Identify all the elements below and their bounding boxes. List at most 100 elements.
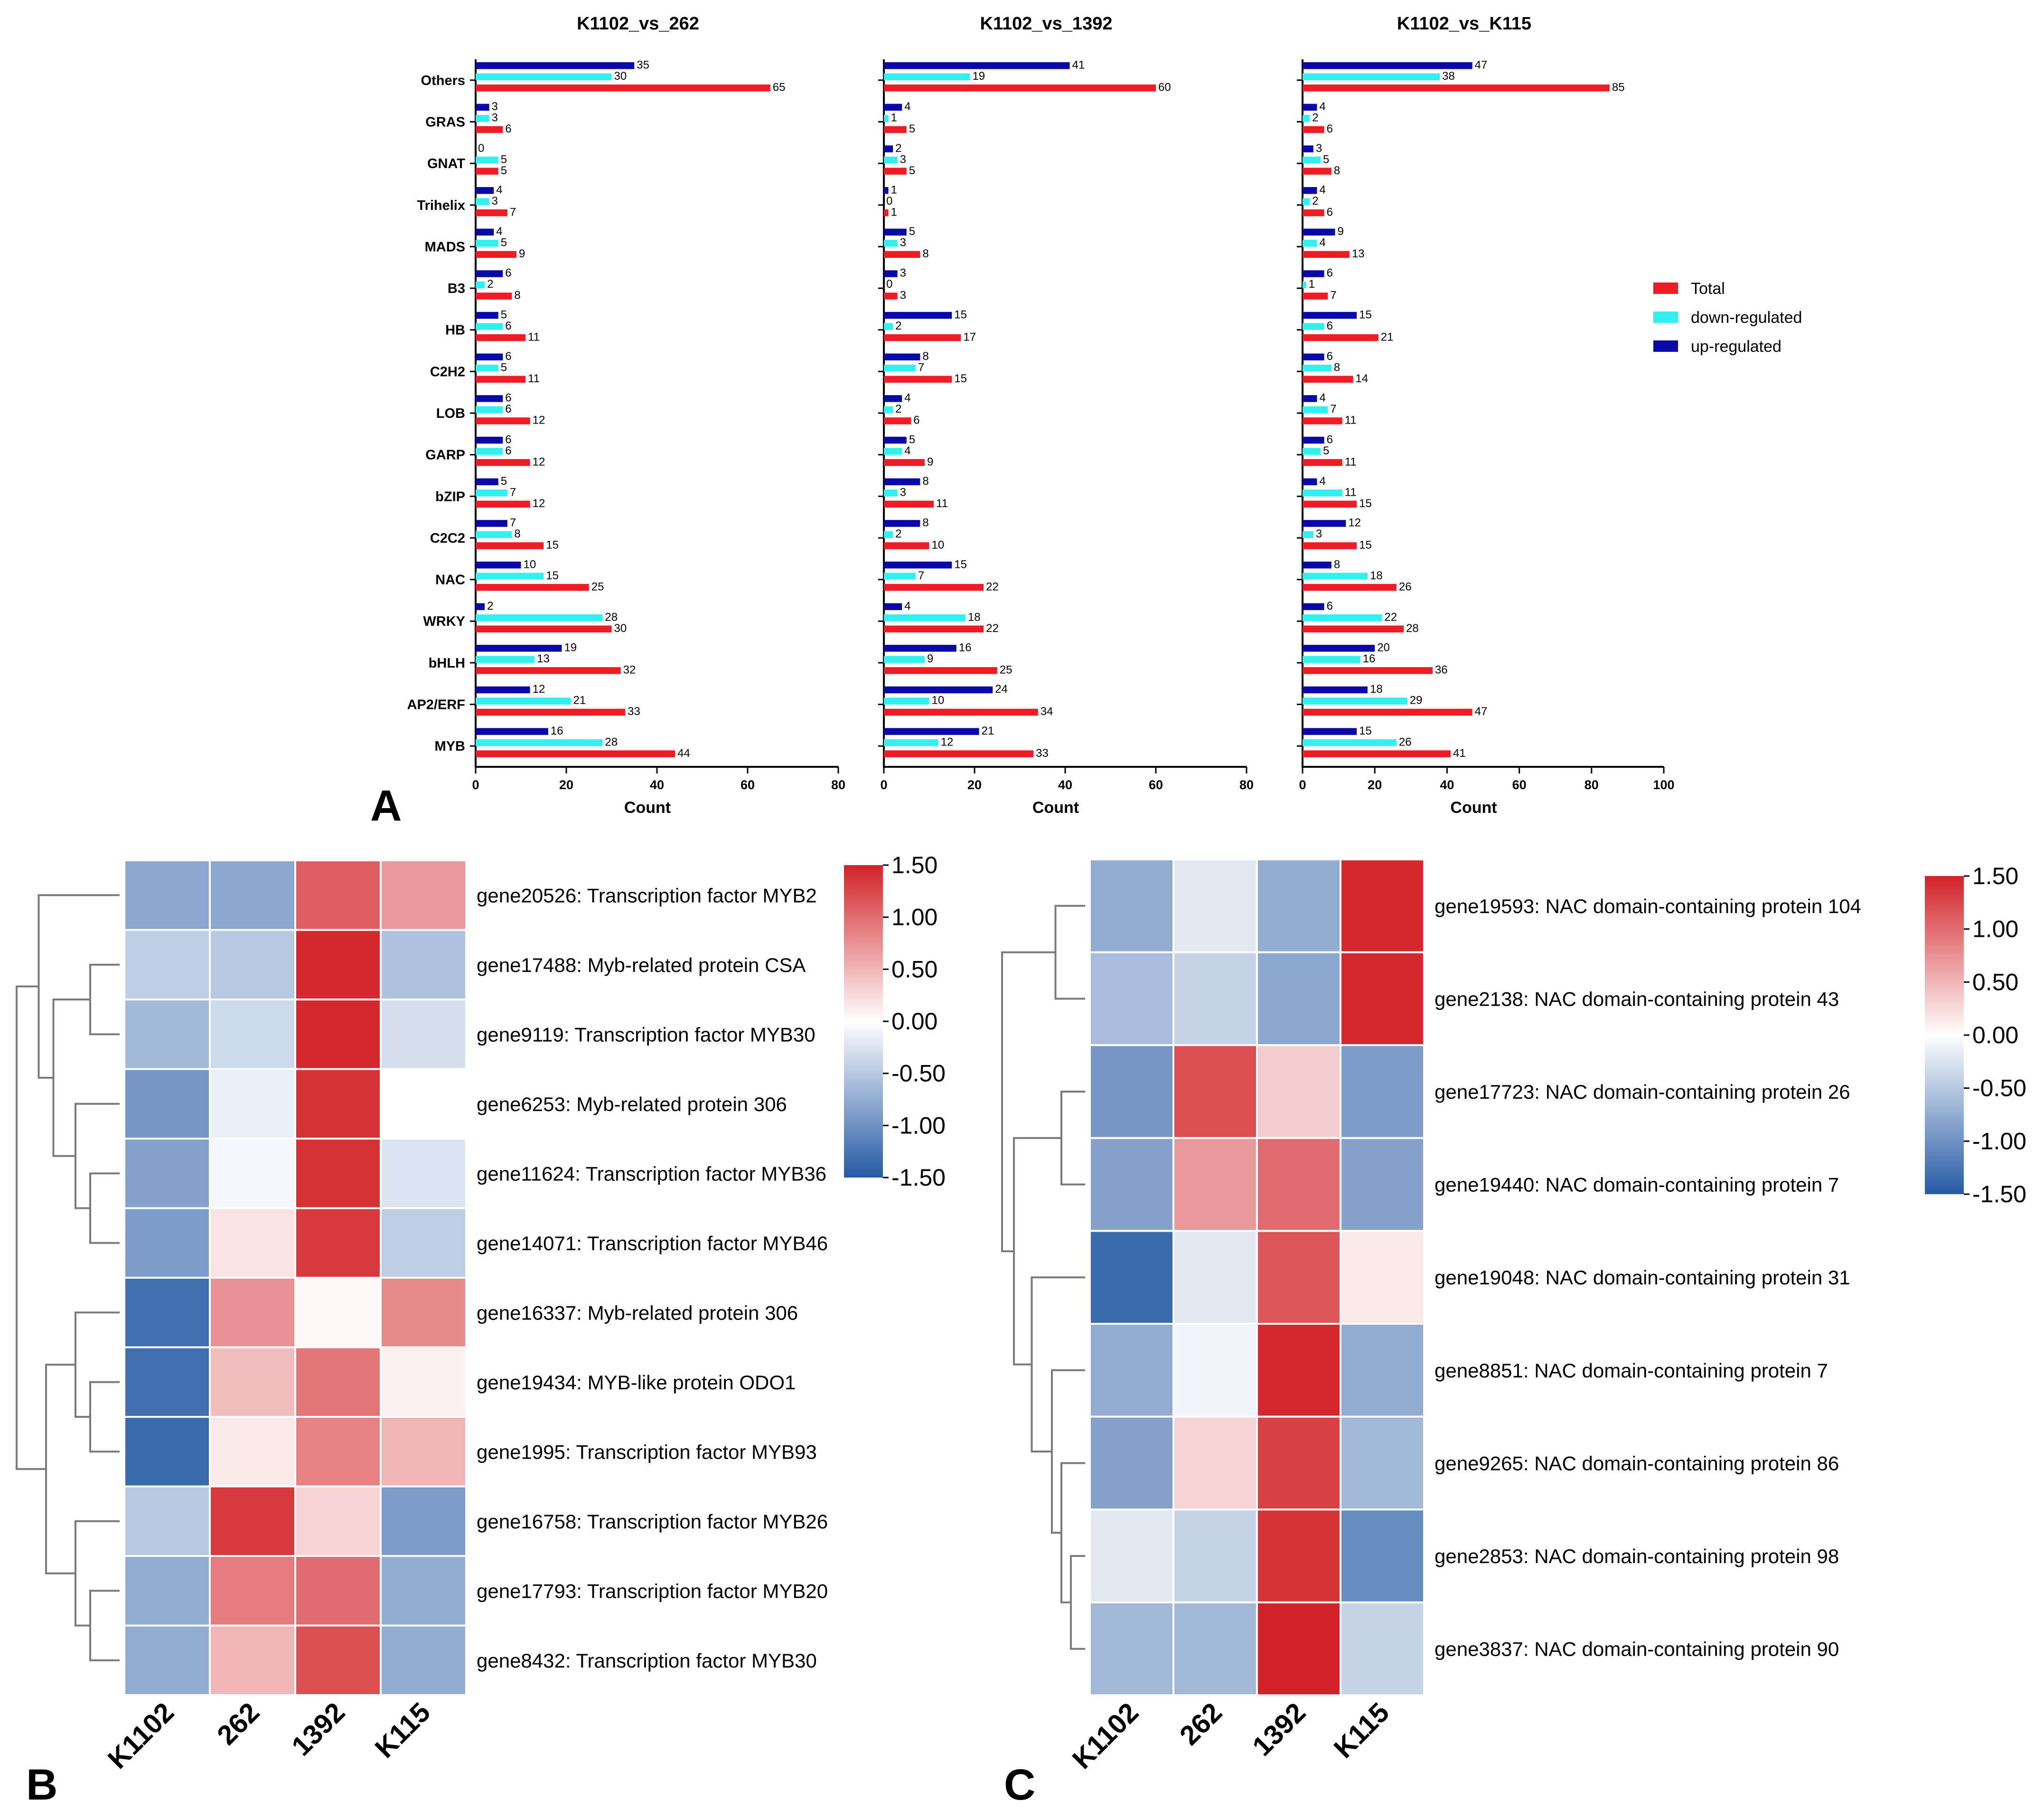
heatmap-cell	[209, 999, 296, 1070]
bar-value-label: 21	[982, 725, 994, 737]
bar-value-label: 85	[1612, 81, 1625, 94]
heatmap-cell	[1256, 1323, 1341, 1418]
bar-value-label: 1	[891, 112, 897, 124]
bar-up-regulated-hb	[476, 311, 498, 319]
bar-value-label: 33	[628, 705, 640, 718]
bar-value-label: 44	[677, 747, 690, 760]
bar-up-regulated-others	[1303, 62, 1472, 69]
bar-up-regulated-hb	[1303, 311, 1357, 319]
heatmap-cell	[380, 859, 467, 931]
heatmap-cell	[1256, 858, 1341, 953]
bar-down-regulated-lob	[1303, 406, 1328, 414]
bar-down-regulated-ap2-erf	[476, 698, 571, 705]
heatmap-cell	[1256, 1415, 1341, 1511]
heatmap-cell	[123, 999, 211, 1070]
bar-up-regulated-b3	[476, 270, 503, 277]
bar-value-label: 26	[1399, 580, 1412, 593]
chart-title: K1102_vs_K115	[1397, 14, 1531, 34]
bar-up-regulated-c2c2	[1303, 520, 1346, 527]
heatmap-cell	[1340, 1508, 1425, 1603]
row-label: gene2853: NAC domain-containing protein …	[1435, 1545, 1839, 1567]
category-label-c2h2: C2H2	[430, 364, 465, 379]
bar-value-label: 3	[492, 112, 498, 124]
bar-value-label: 9	[927, 455, 933, 468]
dendrogram-branch	[1060, 1462, 1085, 1603]
bar-up-regulated-gnat	[1303, 145, 1313, 152]
heatmap-cell	[294, 929, 382, 1000]
bar-up-regulated-bzip	[1303, 478, 1317, 485]
bar-total-ap2-erf	[884, 708, 1038, 716]
bar-down-regulated-hb	[476, 323, 503, 330]
bar-value-label: 28	[605, 611, 618, 623]
heatmap-cell	[1089, 1415, 1174, 1511]
bar-total-b3	[884, 292, 898, 300]
bar-value-label: 11	[1345, 455, 1357, 468]
bar-up-regulated-trihelix	[476, 187, 494, 194]
row-label: gene9265: NAC domain-containing protein …	[1435, 1452, 1839, 1474]
bar-down-regulated-c2h2	[884, 365, 916, 372]
row-label: gene6253: Myb-related protein 306	[477, 1093, 787, 1115]
bar-total-bhlh	[884, 667, 997, 674]
heatmap-cell	[123, 1277, 211, 1348]
heatmap-cell	[1089, 1137, 1174, 1232]
bar-value-label: 4	[1319, 100, 1325, 113]
bar-total-wrky	[1303, 625, 1404, 632]
bar-down-regulated-ap2-erf	[1303, 698, 1407, 705]
heatmap-cell	[209, 1207, 296, 1279]
bar-value-label: 19	[564, 641, 577, 654]
bar-value-label: 3	[900, 236, 906, 249]
bar-total-b3	[476, 292, 512, 300]
bar-up-regulated-nac	[476, 561, 521, 569]
bar-total-lob	[884, 417, 911, 424]
bar-up-regulated-c2h2	[1303, 353, 1324, 361]
heatmap-cell	[380, 1485, 467, 1557]
x-tick-label: 0	[880, 778, 887, 792]
heatmap-cell	[123, 1485, 211, 1557]
bar-value-label: 11	[528, 330, 540, 343]
bar-up-regulated-lob	[476, 395, 503, 402]
category-label-gras: GRAS	[425, 114, 465, 130]
bar-value-label: 28	[605, 735, 618, 748]
bar-up-regulated-wrky	[884, 603, 902, 610]
bar-value-label: 5	[501, 475, 507, 488]
bar-up-regulated-myb	[884, 728, 979, 735]
heatmap-cell	[294, 1138, 382, 1209]
bar-value-label: 65	[773, 81, 786, 94]
heatmap-cell	[294, 1555, 382, 1627]
legend-swatch-down-regulated	[1653, 311, 1678, 323]
heatmap-cell	[209, 859, 296, 931]
bar-value-label: 60	[1158, 81, 1171, 94]
bar-value-label: 7	[918, 569, 924, 582]
bar-value-label: 12	[533, 683, 545, 696]
row-label: gene19048: NAC domain-containing protein…	[1435, 1266, 1850, 1289]
dendrogram-branch	[1060, 1091, 1085, 1186]
category-label-mads: MADS	[425, 239, 465, 255]
bar-value-label: 5	[909, 225, 915, 238]
bar-value-label: 10	[932, 694, 945, 707]
heatmap-cell	[1172, 1601, 1258, 1697]
bar-value-label: 6	[505, 433, 511, 446]
heatmap-cell	[380, 1416, 467, 1488]
row-label: gene20526: Transcription factor MYB2	[477, 884, 817, 906]
bar-value-label: 12	[1348, 517, 1361, 529]
heatmap-cell	[380, 1207, 467, 1279]
column-label-1392: 1392	[1247, 1697, 1312, 1762]
heatmap-cell	[123, 1207, 211, 1279]
row-label: gene14071: Transcription factor MYB46	[477, 1232, 828, 1254]
bar-down-regulated-bhlh	[884, 656, 925, 663]
bar-up-regulated-bhlh	[1303, 645, 1375, 652]
bar-value-label: 2	[487, 278, 493, 291]
bar-up-regulated-nac	[1303, 561, 1331, 569]
bar-total-gnat	[1303, 168, 1331, 175]
dendrogram-branch	[1070, 1555, 1085, 1650]
heatmap-cell	[380, 999, 467, 1070]
column-label-1392: 1392	[286, 1697, 351, 1762]
bar-down-regulated-garp	[1303, 448, 1321, 455]
bar-up-regulated-trihelix	[1303, 187, 1317, 194]
x-tick-label: 40	[1440, 778, 1454, 792]
bar-total-trihelix	[884, 209, 889, 217]
bar-value-label: 0	[886, 278, 892, 291]
dendrogram-branch	[1051, 1369, 1085, 1534]
bar-value-label: 6	[913, 414, 919, 427]
heatmap-cell	[1089, 1508, 1174, 1603]
